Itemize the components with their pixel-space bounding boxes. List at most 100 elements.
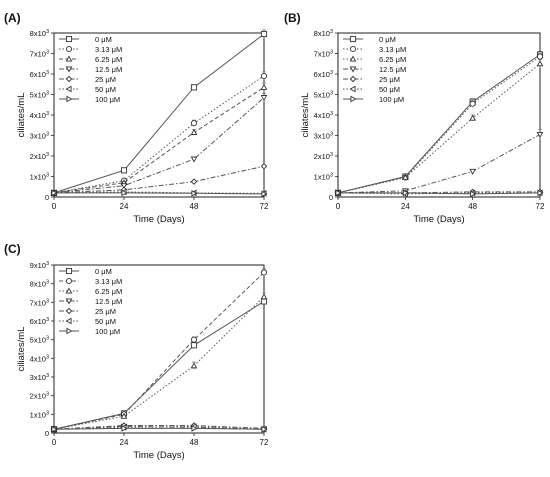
data-point: [469, 100, 476, 107]
data-point: [191, 189, 198, 197]
legend-marker: [65, 85, 72, 93]
y-tick-label: 7x103: [30, 298, 49, 307]
y-tick-label: 8x103: [30, 280, 49, 289]
data-point: [536, 131, 544, 139]
x-axis-label: Time (Days): [133, 214, 184, 225]
series-line: [338, 192, 541, 195]
data-point: [190, 156, 198, 163]
series-line: [53, 75, 265, 194]
legend-label: 25 μM: [379, 75, 400, 84]
x-tick-label: 48: [468, 202, 477, 211]
legend-marker: [65, 287, 73, 294]
chart-panel-2: (B) 0 1x103 2x103 3x103 4x103 5x103 6x103 7x103 8…: [284, 11, 545, 225]
series-line: [54, 192, 265, 195]
data-point: [260, 30, 268, 38]
x-tick-label: 48: [190, 438, 199, 447]
legend-marker: [65, 307, 73, 315]
legend-label: 50 μM: [95, 317, 116, 326]
x-tick-label: 24: [401, 202, 410, 211]
legend-label: 0 μM: [95, 267, 112, 276]
legend-label: 6.25 μM: [379, 55, 406, 64]
legend-label: 6.25 μM: [95, 287, 122, 296]
data-point: [121, 189, 128, 197]
plot-frame: [53, 264, 265, 434]
y-tick-label: 7x103: [30, 50, 49, 59]
legend-label: 12.5 μM: [379, 65, 406, 74]
x-axis-label: Time (Days): [413, 214, 464, 225]
legend-label: 100 μM: [95, 95, 120, 104]
y-tick-label: 4x103: [30, 354, 49, 363]
y-tick-label: 0: [45, 193, 49, 202]
legend-marker: [65, 55, 73, 62]
data-point: [260, 73, 268, 80]
x-tick-label: 0: [52, 438, 57, 447]
data-point: [120, 167, 128, 174]
data-point: [335, 189, 342, 197]
data-point: [190, 178, 198, 185]
data-point: [469, 168, 477, 175]
panel-label: (C): [4, 242, 21, 256]
legend-label: 3.13 μM: [95, 45, 122, 54]
x-axis-label: Time (Days): [133, 450, 184, 461]
series-line: [53, 97, 265, 194]
panel-label: (A): [4, 11, 21, 25]
y-tick-label: 4x103: [30, 111, 49, 120]
y-tick-label: 5x103: [314, 91, 333, 100]
y-tick-label: 4x103: [314, 111, 333, 120]
series-line: [337, 56, 541, 194]
data-point: [260, 95, 268, 102]
legend-marker: [349, 75, 357, 83]
y-tick-label: 3x103: [314, 132, 333, 141]
series-line: [53, 272, 265, 430]
data-point: [260, 269, 268, 276]
series-line: [53, 191, 265, 194]
legend-marker: [349, 85, 356, 93]
legend-marker: [65, 277, 73, 285]
data-point: [261, 425, 268, 433]
legend-marker: [65, 267, 73, 275]
series-line: [337, 192, 540, 195]
legend-marker: [349, 35, 357, 43]
data-point: [190, 84, 198, 91]
legend-marker: [66, 327, 73, 335]
y-axis-label: ciliates/mL: [16, 93, 27, 138]
legend-marker: [349, 55, 357, 62]
x-tick-label: 72: [260, 438, 269, 447]
plot-frame: [337, 32, 541, 198]
x-tick-label: 72: [260, 202, 269, 211]
data-point: [190, 128, 198, 135]
data-point: [190, 362, 198, 369]
data-point: [470, 190, 477, 198]
y-tick-label: 9x103: [30, 261, 49, 270]
y-tick-label: 3x103: [30, 373, 49, 382]
series-line: [53, 425, 265, 430]
series-line: [53, 86, 265, 194]
data-point: [401, 173, 409, 181]
series-line: [53, 33, 265, 194]
legend-label: 0 μM: [95, 35, 112, 44]
y-tick-label: 3x103: [30, 132, 49, 141]
data-point: [536, 60, 544, 67]
legend-label: 100 μM: [379, 95, 404, 104]
data-point: [191, 424, 198, 432]
series-line: [337, 54, 541, 194]
y-tick-label: 1x103: [30, 410, 49, 419]
series-line: [53, 296, 265, 430]
data-point: [51, 425, 58, 433]
legend-marker: [350, 95, 357, 103]
series-line: [53, 300, 265, 430]
y-tick-label: 1x103: [314, 173, 333, 182]
data-point: [260, 163, 268, 170]
x-tick-label: 0: [336, 202, 341, 211]
y-tick-label: 0: [45, 429, 49, 438]
legend-label: 50 μM: [379, 85, 400, 94]
x-tick-label: 24: [120, 202, 129, 211]
data-point: [261, 190, 268, 198]
data-point: [121, 424, 128, 432]
series-line: [53, 165, 265, 194]
legend-marker: [65, 35, 73, 43]
data-point: [536, 53, 544, 60]
y-tick-label: 6x103: [314, 70, 333, 79]
